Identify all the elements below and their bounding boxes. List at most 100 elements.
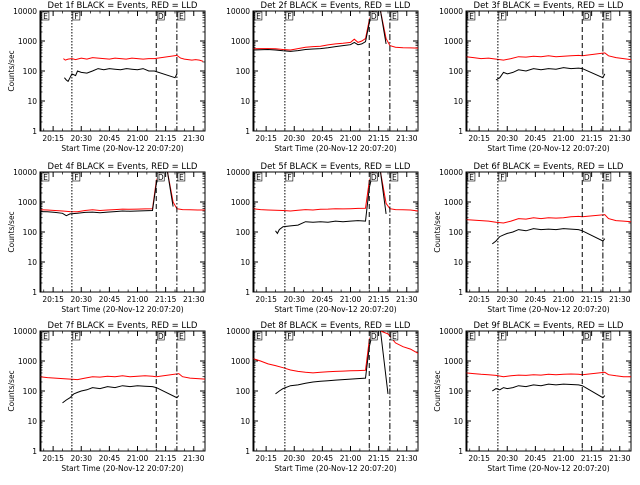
series-black-events-line: [495, 67, 606, 81]
series-black-events-line: [40, 172, 174, 217]
y-tick-label: 1000: [18, 37, 37, 46]
y-tick-label: 1000: [231, 37, 250, 46]
x-tick-label: 20:45: [312, 454, 334, 463]
y-tick-label: 10: [27, 417, 37, 426]
x-tick-label: 21:15: [368, 295, 390, 304]
x-tick-label: 20:45: [99, 134, 121, 143]
marker-label: D: [584, 12, 590, 21]
chart-panel-5: Det 5f BLACK = Events, RED = LLD 1 10 100 10…: [226, 162, 419, 314]
marker-label: E: [43, 12, 48, 21]
marker-label: D: [158, 12, 164, 21]
x-tick-label: 20:30: [283, 454, 305, 463]
chart-panel-1: Det 1f BLACK = Events, RED = LLD 1 10 100 10…: [7, 1, 206, 153]
marker-label: F: [74, 332, 78, 341]
marker-label-box: [582, 11, 591, 21]
marker-label-box: [498, 331, 507, 341]
marker-label-box: [582, 172, 591, 182]
marker-label: F: [287, 173, 291, 182]
y-axis-label: Counts/sec: [433, 370, 442, 411]
y-tick-label: 10000: [439, 327, 463, 336]
series-black-events-line: [491, 228, 606, 245]
marker-label: E: [605, 332, 610, 341]
x-tick-label: 20:15: [255, 454, 277, 463]
x-tick-label: 21:30: [396, 454, 418, 463]
y-tick-label: 10: [240, 97, 250, 106]
y-tick-label: 100: [449, 67, 464, 76]
x-tick-label: 20:15: [42, 295, 64, 304]
y-tick-label: 10000: [13, 7, 37, 16]
x-tick-label: 20:30: [496, 134, 518, 143]
x-tick-label: 20:30: [70, 295, 92, 304]
y-tick-label: 1: [245, 127, 250, 136]
x-tick-label: 21:30: [609, 295, 631, 304]
y-tick-label: 100: [236, 67, 251, 76]
marker-label: D: [584, 173, 590, 182]
x-tick-label: 20:30: [496, 454, 518, 463]
plot-frame: [465, 330, 632, 452]
marker-label-box: [603, 172, 612, 182]
series-black-events-line: [492, 383, 606, 399]
marker-label-box: [41, 11, 50, 21]
y-tick-label: 100: [449, 228, 464, 237]
marker-label: F: [74, 12, 78, 21]
marker-label: E: [605, 12, 610, 21]
x-tick-label: 21:30: [609, 454, 631, 463]
marker-label-box: [72, 11, 81, 21]
x-axis-label: Start Time (20-Nov-12 20:07:20): [61, 305, 183, 314]
x-tick-label: 20:45: [312, 134, 334, 143]
plot-frame: [465, 10, 632, 132]
x-tick-label: 21:15: [155, 134, 177, 143]
x-tick-label: 21:00: [127, 295, 149, 304]
marker-label: E: [469, 332, 474, 341]
y-tick-label: 1: [458, 127, 463, 136]
x-axis-label: Start Time (20-Nov-12 20:07:20): [274, 305, 396, 314]
marker-label-box: [177, 331, 186, 341]
y-tick-label: 100: [236, 387, 251, 396]
x-tick-label: 21:15: [368, 134, 390, 143]
marker-label: F: [500, 332, 504, 341]
chart-title: Det 3f BLACK = Events, RED = LLD: [474, 1, 624, 11]
y-tick-label: 100: [236, 228, 251, 237]
marker-label-box: [498, 11, 507, 21]
chart-title: Det 1f BLACK = Events, RED = LLD: [48, 1, 198, 11]
marker-label-box: [390, 331, 399, 341]
y-tick-label: 10000: [226, 327, 250, 336]
plot-frame: [252, 10, 419, 132]
x-tick-label: 20:45: [525, 134, 547, 143]
x-tick-label: 21:30: [183, 295, 205, 304]
chart-panel-2: Det 2f BLACK = Events, RED = LLD 1 10 100 10…: [226, 1, 419, 153]
plot-frame: [252, 330, 419, 452]
y-tick-label: 1000: [444, 198, 463, 207]
marker-label: E: [605, 173, 610, 182]
y-tick-label: 1: [458, 288, 463, 297]
marker-label: D: [584, 332, 590, 341]
x-tick-label: 20:30: [283, 134, 305, 143]
marker-label: E: [179, 332, 184, 341]
series-red-lld-line: [253, 331, 418, 374]
chart-title: Det 9f BLACK = Events, RED = LLD: [474, 321, 624, 331]
marker-label-box: [156, 172, 165, 182]
y-tick-label: 10: [240, 417, 250, 426]
x-tick-label: 21:30: [609, 134, 631, 143]
marker-label-box: [254, 172, 263, 182]
marker-label: D: [371, 332, 377, 341]
y-tick-label: 10000: [439, 168, 463, 177]
x-tick-label: 20:30: [283, 295, 305, 304]
marker-label-box: [369, 331, 378, 341]
marker-label: D: [371, 12, 377, 21]
y-tick-label: 1000: [444, 357, 463, 366]
x-tick-label: 21:15: [581, 454, 603, 463]
marker-label-box: [177, 11, 186, 21]
x-tick-label: 20:45: [99, 454, 121, 463]
marker-label: E: [392, 332, 397, 341]
y-tick-label: 100: [23, 67, 38, 76]
series-red-lld-line: [253, 11, 418, 51]
series-red-lld-line: [466, 371, 631, 378]
y-tick-label: 10: [27, 97, 37, 106]
y-tick-label: 1000: [231, 357, 250, 366]
y-tick-label: 10000: [439, 7, 463, 16]
x-tick-label: 21:00: [553, 134, 575, 143]
marker-label-box: [369, 11, 378, 21]
